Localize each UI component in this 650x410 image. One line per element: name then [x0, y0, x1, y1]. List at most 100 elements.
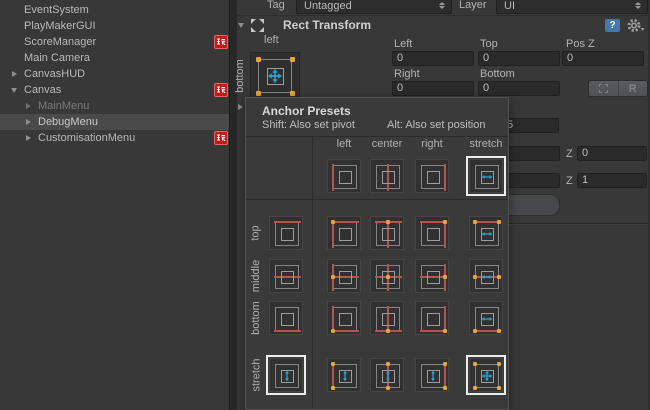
anchor-preset-center-bottom[interactable] — [370, 301, 404, 335]
hierarchy-item-label: DebugMenu — [38, 116, 98, 128]
blueprint-raw-buttons: R — [588, 80, 648, 97]
component-foldout-icon[interactable] — [238, 23, 244, 28]
stretch-arrow-icon — [431, 370, 435, 382]
hierarchy-item-playmakergui[interactable]: PlayMakerGUI — [0, 18, 229, 34]
hierarchy-item-canvashud[interactable]: CanvasHUD — [0, 66, 229, 82]
hierarchy-item-eventsystem[interactable]: EventSystem — [0, 2, 229, 18]
preset-row-header-top: top — [250, 225, 263, 241]
hierarchy-item-label: Canvas — [24, 84, 62, 96]
rotation-y-field[interactable] — [505, 146, 560, 161]
stretch-arrow-icon — [481, 275, 493, 279]
foldout-arrow-icon[interactable] — [22, 114, 34, 130]
raw-edit-button[interactable]: R — [617, 81, 648, 96]
right-field-label: Right — [394, 68, 420, 80]
anchor-preset-none-bottom[interactable] — [269, 301, 303, 335]
preset-row-header-middle: middle — [250, 259, 262, 293]
anchor-preset-button[interactable] — [250, 52, 300, 99]
anchor-preset-stretch-middle[interactable] — [469, 259, 503, 293]
stretch-arrow-icon — [481, 175, 493, 179]
dropdown-arrows-icon — [635, 2, 641, 9]
rect-transform-icon — [251, 19, 264, 32]
tag-value: Untagged — [304, 0, 352, 12]
layer-dropdown[interactable]: UI — [496, 0, 648, 14]
stretch-arrow-icon — [285, 370, 289, 382]
hierarchy-item-mainmenu[interactable]: MainMenu — [0, 98, 229, 114]
tag-dropdown[interactable]: Untagged — [296, 0, 452, 14]
playmaker-icon — [214, 83, 228, 97]
anchor-preset-left-top[interactable] — [327, 216, 361, 250]
anchor-preset-none-top[interactable] — [269, 216, 303, 250]
hierarchy-item-label: CustomisationMenu — [38, 132, 136, 144]
hierarchy-item-debugmenu[interactable]: DebugMenu — [0, 114, 229, 130]
anchor-preset-right-bottom[interactable] — [415, 301, 449, 335]
anchor-vertical-label: bottom — [234, 59, 247, 93]
scale-y-field[interactable] — [505, 173, 560, 188]
scale-z-label: Z — [566, 175, 573, 187]
stretch-arrow-icon — [343, 370, 347, 382]
hierarchy-item-canvas[interactable]: Canvas — [0, 82, 229, 98]
left-field-label: Left — [394, 38, 413, 50]
blueprint-mode-button[interactable] — [589, 81, 618, 96]
layer-label: Layer — [459, 0, 487, 11]
anchor-preset-right-top[interactable] — [415, 216, 449, 250]
foldout-arrow-icon[interactable] — [8, 66, 20, 82]
preset-col-header-center: center — [371, 138, 403, 150]
anchor-preset-left-bottom[interactable] — [327, 301, 361, 335]
blueprint-icon — [598, 84, 608, 93]
anchor-preset-center-none[interactable] — [370, 159, 404, 193]
right-field[interactable]: 0 — [392, 81, 474, 96]
bottom-field-label: Bottom — [480, 68, 515, 80]
popup-hint-shift: Shift: Also set pivot — [262, 119, 355, 131]
preset-row-header-bottom: bottom — [250, 301, 263, 335]
hierarchy-item-scoremanager[interactable]: ScoreManager — [0, 34, 229, 50]
anchor-preset-none-stretch[interactable] — [266, 355, 306, 395]
foldout-arrow-icon[interactable] — [8, 82, 20, 98]
anchor-preset-right-none[interactable] — [415, 159, 449, 193]
grid-vertical-separator — [312, 136, 313, 409]
anchor-preset-stretch-none[interactable] — [466, 156, 506, 196]
bottom-field[interactable]: 0 — [478, 81, 560, 96]
stretch-arrow-icon — [481, 370, 493, 382]
hierarchy-item-main-camera[interactable]: Main Camera — [0, 50, 229, 66]
anchor-preset-stretch-top[interactable] — [469, 216, 503, 250]
hierarchy-item-customisationmenu[interactable]: CustomisationMenu — [0, 130, 229, 146]
rotation-z-label: Z — [566, 148, 573, 160]
current-anchor-preview — [252, 53, 298, 99]
scale-z-field[interactable]: 1 — [577, 173, 647, 188]
anchor-preset-none-middle[interactable] — [269, 259, 303, 293]
anchor-preset-right-stretch[interactable] — [415, 358, 449, 392]
anchor-preset-center-top[interactable] — [370, 216, 404, 250]
anchor-horizontal-label: left — [264, 34, 279, 46]
top-field[interactable]: 0 — [478, 51, 560, 66]
popup-hint-alt: Alt: Also set position — [387, 119, 486, 131]
help-icon[interactable]: ? — [605, 19, 620, 32]
posz-field[interactable]: 0 — [562, 51, 644, 66]
panel-splitter[interactable] — [229, 0, 237, 410]
pivot-y-field[interactable]: 5 — [505, 118, 559, 133]
grid-horizontal-separator — [246, 199, 508, 200]
hierarchy-item-label: PlayMakerGUI — [24, 20, 96, 32]
anchors-foldout-icon[interactable] — [238, 104, 243, 110]
hierarchy-item-label: CanvasHUD — [24, 68, 86, 80]
anchor-preset-center-middle[interactable] — [370, 259, 404, 293]
anchor-preset-center-stretch[interactable] — [370, 358, 404, 392]
gear-icon[interactable] — [627, 18, 645, 33]
dropdown-arrows-icon — [439, 2, 445, 9]
rotation-z-field[interactable]: 0 — [577, 146, 647, 161]
preset-col-header-left: left — [336, 138, 352, 150]
anchor-preset-stretch-stretch[interactable] — [466, 355, 506, 395]
anchor-presets-popup: Anchor Presets Shift: Also set pivot Alt… — [245, 97, 509, 410]
hierarchy-item-label: MainMenu — [38, 100, 90, 112]
anchor-preset-right-middle[interactable] — [415, 259, 449, 293]
anchor-preset-left-none[interactable] — [327, 159, 361, 193]
anchor-preset-left-middle[interactable] — [327, 259, 361, 293]
foldout-arrow-icon[interactable] — [22, 130, 34, 146]
foldout-spacer — [8, 2, 20, 18]
anchor-preset-left-stretch[interactable] — [327, 358, 361, 392]
window-edge — [648, 0, 650, 410]
anchor-preset-stretch-bottom[interactable] — [469, 301, 503, 335]
preset-col-header-right: right — [421, 138, 443, 150]
left-field[interactable]: 0 — [392, 51, 474, 66]
foldout-arrow-icon[interactable] — [22, 98, 34, 114]
